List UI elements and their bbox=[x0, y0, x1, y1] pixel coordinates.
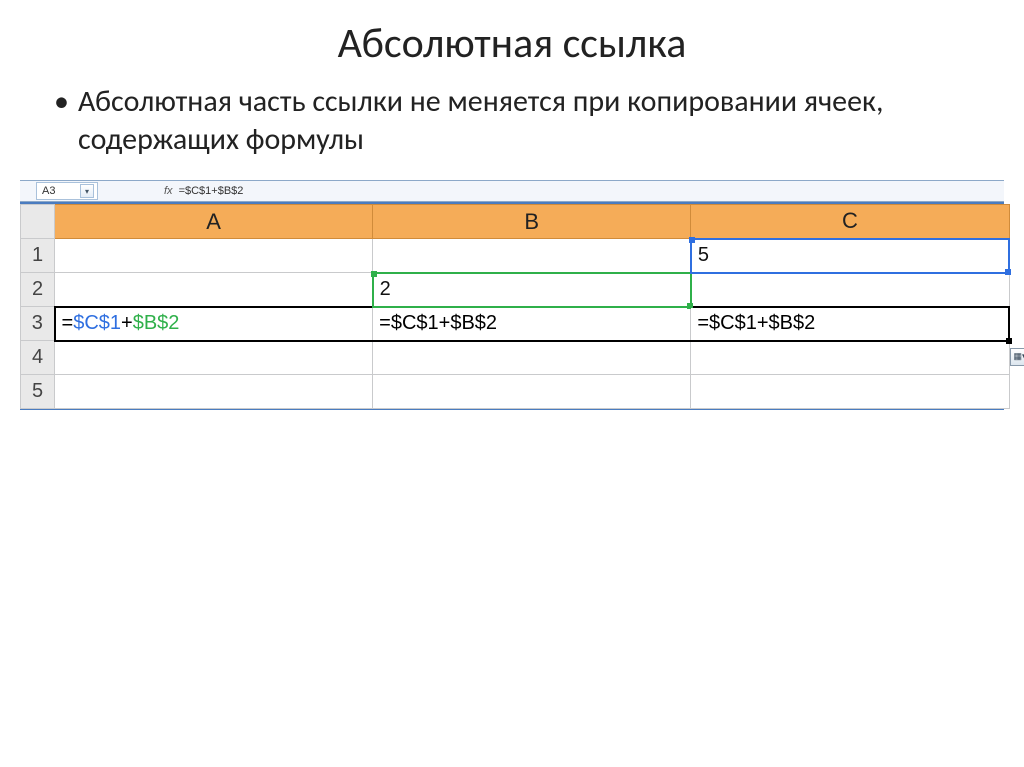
col-header-c[interactable]: C bbox=[691, 205, 1009, 239]
autofill-options-icon[interactable]: ▦▾ bbox=[1010, 348, 1024, 366]
cell-b5[interactable] bbox=[373, 375, 691, 409]
row-header-1[interactable]: 1 bbox=[21, 239, 55, 273]
cell-c1[interactable]: 5 bbox=[691, 239, 1009, 273]
cell-a1[interactable] bbox=[55, 239, 373, 273]
formula-bar: A3 ▾ fx =$C$1+$B$2 bbox=[20, 180, 1004, 202]
cell-c2[interactable] bbox=[691, 273, 1009, 307]
spreadsheet-screenshot: A3 ▾ fx =$C$1+$B$2 A B C bbox=[20, 180, 1004, 410]
cell-a3-formula: =$C$1+$B$2 bbox=[62, 312, 180, 334]
col-header-a[interactable]: A bbox=[55, 205, 373, 239]
spreadsheet-grid[interactable]: A B C 1 5 2 2 3 bbox=[20, 204, 1010, 409]
name-box-value: A3 bbox=[42, 185, 55, 197]
cell-b2[interactable]: 2 bbox=[373, 273, 691, 307]
fx-icon[interactable]: fx bbox=[164, 185, 173, 197]
slide-title: Абсолютная ссылка bbox=[30, 18, 994, 69]
cell-a4[interactable] bbox=[55, 341, 373, 375]
row-header-5[interactable]: 5 bbox=[21, 375, 55, 409]
name-box[interactable]: A3 ▾ bbox=[36, 182, 98, 200]
cell-a3[interactable]: =$C$1+$B$2 bbox=[55, 307, 373, 341]
select-all-corner[interactable] bbox=[21, 205, 55, 239]
cell-c5[interactable] bbox=[691, 375, 1009, 409]
chevron-down-icon[interactable]: ▾ bbox=[80, 184, 94, 198]
cell-c4[interactable] bbox=[691, 341, 1009, 375]
cell-c3[interactable]: =$C$1+$B$2 ▦▾ bbox=[691, 307, 1009, 341]
row-header-3[interactable]: 3 bbox=[21, 307, 55, 341]
formula-bar-text[interactable]: =$C$1+$B$2 bbox=[179, 185, 244, 197]
cell-a5[interactable] bbox=[55, 375, 373, 409]
cell-b1[interactable] bbox=[373, 239, 691, 273]
row-header-4[interactable]: 4 bbox=[21, 341, 55, 375]
cell-a2[interactable] bbox=[55, 273, 373, 307]
cell-b4[interactable] bbox=[373, 341, 691, 375]
slide-bullet: Абсолютная часть ссылки не меняется при … bbox=[54, 83, 994, 158]
cell-b3[interactable]: =$C$1+$B$2 bbox=[373, 307, 691, 341]
row-header-2[interactable]: 2 bbox=[21, 273, 55, 307]
col-header-b[interactable]: B bbox=[373, 205, 691, 239]
